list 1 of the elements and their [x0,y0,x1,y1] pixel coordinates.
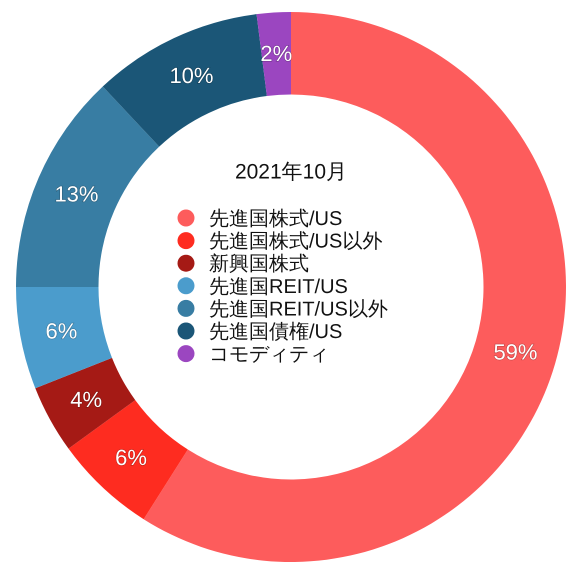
title: 2021年10月 [234,160,348,184]
